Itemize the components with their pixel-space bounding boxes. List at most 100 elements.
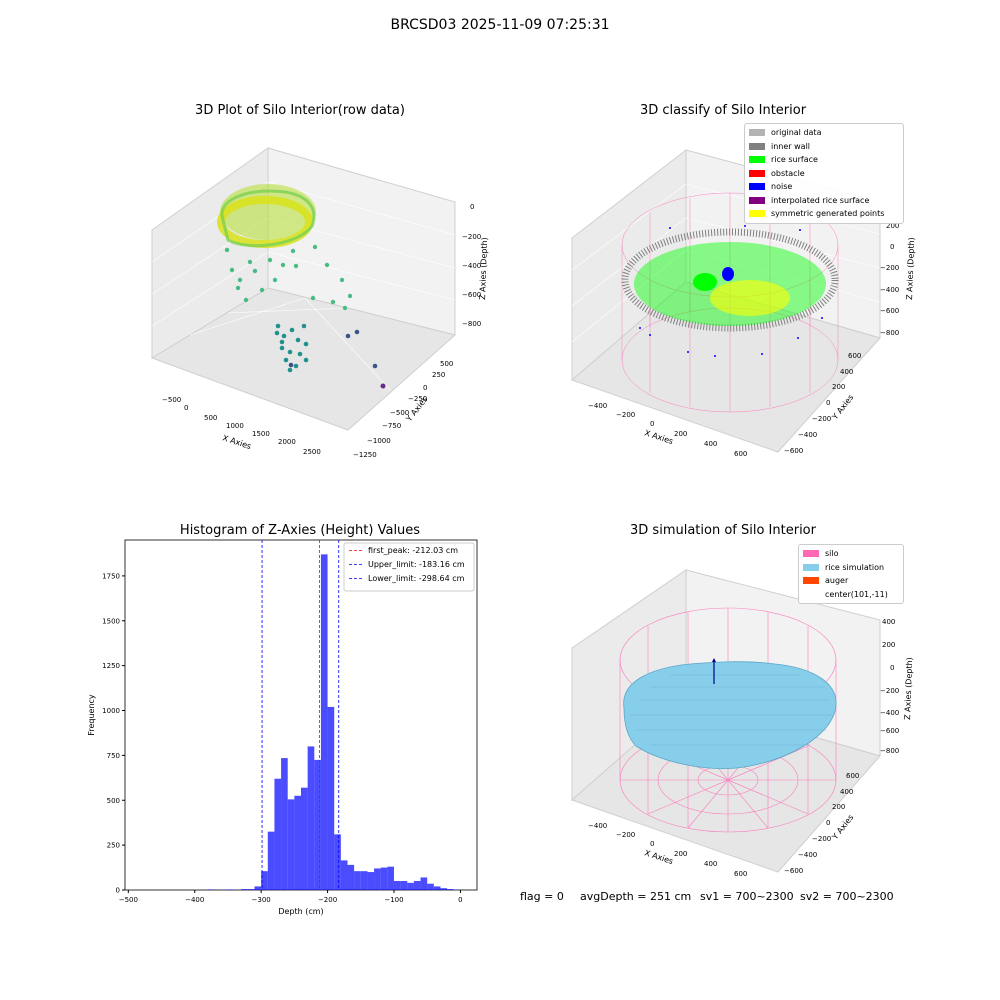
simulation-legend-swatch: [803, 563, 819, 571]
simulation-rice-mesh: [630, 674, 834, 746]
classify-legend-label: inner wall: [771, 141, 811, 151]
svg-text:−400: −400: [462, 262, 481, 270]
histogram-y-tick-label: 500: [107, 797, 120, 805]
classify-legend-entry: symmetric generated points: [749, 207, 899, 221]
histogram-bar: [340, 860, 348, 890]
svg-text:−200: −200: [616, 411, 635, 419]
raw-grid: [151, 181, 456, 391]
svg-text:−400: −400: [588, 402, 607, 410]
svg-text:600: 600: [848, 352, 861, 360]
classify-legend-entry: original data: [749, 126, 899, 140]
svg-text:400: 400: [704, 860, 717, 868]
histogram-title: Histogram of Z-Axies (Height) Values: [179, 523, 421, 538]
simulation-auger-tip: [712, 658, 716, 662]
simulation-legend-label: silo: [825, 549, 839, 559]
svg-text:0: 0: [826, 819, 830, 827]
svg-text:−600: −600: [784, 447, 803, 455]
histogram-x-tick-label: −500: [119, 896, 138, 904]
svg-text:−200: −200: [880, 264, 899, 272]
raw-plot-title: 3D Plot of Silo Interior(row data): [195, 103, 405, 118]
raw-ring-edge: [220, 189, 316, 248]
histogram-bar: [420, 877, 428, 890]
histogram-bar: [407, 882, 414, 890]
histogram-bar: [254, 886, 262, 890]
classify-grid: [571, 183, 881, 343]
simulation-legend-swatch: [803, 577, 819, 585]
svg-text:200: 200: [832, 803, 845, 811]
svg-text:−500: −500: [390, 409, 409, 417]
classify-inner-wall: [621, 228, 839, 332]
classify-legend-entry: inner wall: [749, 140, 899, 154]
histogram-bar: [287, 799, 295, 890]
histogram-legend-label: Lower_limit: -298.64 cm: [368, 574, 465, 583]
svg-text:−400: −400: [588, 822, 607, 830]
histogram-bar: [247, 889, 255, 890]
histogram-x-tick-label: −400: [185, 896, 204, 904]
status-avg-depth: avgDepth = 251 cm: [580, 890, 692, 903]
histogram-bar: [274, 778, 282, 890]
svg-text:−800: −800: [880, 329, 899, 337]
svg-text:−250: −250: [408, 395, 427, 403]
classify-y-ticks: 600 400 2000 −200 −400 −600: [784, 352, 861, 455]
histogram-y-tick-label: 250: [107, 842, 120, 850]
classify-legend-entry: interpolated rice surface: [749, 194, 899, 208]
svg-text:−1250: −1250: [353, 451, 377, 459]
svg-text:200: 200: [674, 850, 687, 858]
svg-text:0: 0: [890, 243, 894, 251]
svg-text:−800: −800: [880, 747, 899, 755]
raw-z-label: Z Axies (Depth): [478, 237, 489, 300]
classify-legend-label: interpolated rice surface: [771, 195, 870, 205]
histogram-y-tick-label: 1250: [102, 662, 120, 670]
classify-legend-entry: rice surface: [749, 153, 899, 167]
classify-legend-swatch: [749, 169, 765, 177]
raw-scatter-points: [224, 244, 353, 311]
classify-legend: original data inner wall rice surface obsta…: [744, 123, 904, 224]
svg-text:−500: −500: [162, 396, 181, 404]
simulation-z-label: Z Axies (Depth): [903, 657, 914, 720]
histogram-bar: [427, 883, 434, 890]
histogram-y-label: Frequency: [87, 694, 96, 736]
svg-text:−200: −200: [880, 687, 899, 695]
classify-legend-swatch: [749, 196, 765, 204]
histogram-bar: [281, 758, 288, 890]
histogram-bar: [241, 889, 248, 890]
classify-plot-title: 3D classify of Silo Interior: [639, 103, 807, 118]
simulation-legend-entry: auger: [803, 574, 899, 588]
svg-text:250: 250: [432, 371, 445, 379]
simulation-legend-entry: silo: [803, 547, 899, 561]
svg-text:−200: −200: [616, 831, 635, 839]
simulation-legend-entry: center(101,-11): [803, 588, 899, 602]
status-sv1: sv1 = 700~2300: [700, 890, 794, 903]
simulation-legend-label: rice simulation: [825, 562, 885, 572]
simulation-legend-swatch: [803, 591, 819, 598]
histogram-legend: first_peak: -212.03 cm Upper_limit: -183.…: [343, 542, 475, 592]
histogram-bar: [347, 864, 355, 890]
histogram-legend-label: Upper_limit: -183.16 cm: [368, 560, 465, 569]
figure-title: BRCSD03 2025-11-09 07:25:31: [390, 17, 610, 33]
histogram-chart: −500 −400 −300 −200 −100 0 0 250 500 750 1000 1250…: [87, 539, 478, 916]
classify-legend-swatch: [749, 129, 765, 137]
svg-text:1500: 1500: [252, 430, 270, 438]
histogram-bar: [334, 834, 341, 890]
classify-z-label: Z Axies (Depth): [905, 237, 916, 300]
svg-text:2000: 2000: [278, 438, 296, 446]
classify-y-label: Y Axies: [830, 393, 856, 422]
histogram-bars: [208, 554, 461, 890]
histogram-bar: [227, 889, 235, 890]
svg-text:0: 0: [184, 404, 188, 412]
svg-text:−400: −400: [880, 286, 899, 294]
raw-deep-points: [274, 323, 309, 373]
svg-text:400: 400: [840, 368, 853, 376]
simulation-legend-label: auger: [825, 576, 849, 586]
svg-text:200: 200: [886, 222, 899, 230]
svg-text:−400: −400: [798, 851, 817, 859]
classify-legend-label: rice surface: [771, 155, 818, 165]
histogram-x-tick-label: −100: [384, 896, 403, 904]
histogram-bar: [400, 881, 408, 890]
simulation-x-label: X Axies: [643, 848, 674, 866]
histogram-vlines: [261, 540, 340, 890]
classify-pane-floor: [571, 281, 881, 453]
svg-text:600: 600: [734, 870, 747, 878]
